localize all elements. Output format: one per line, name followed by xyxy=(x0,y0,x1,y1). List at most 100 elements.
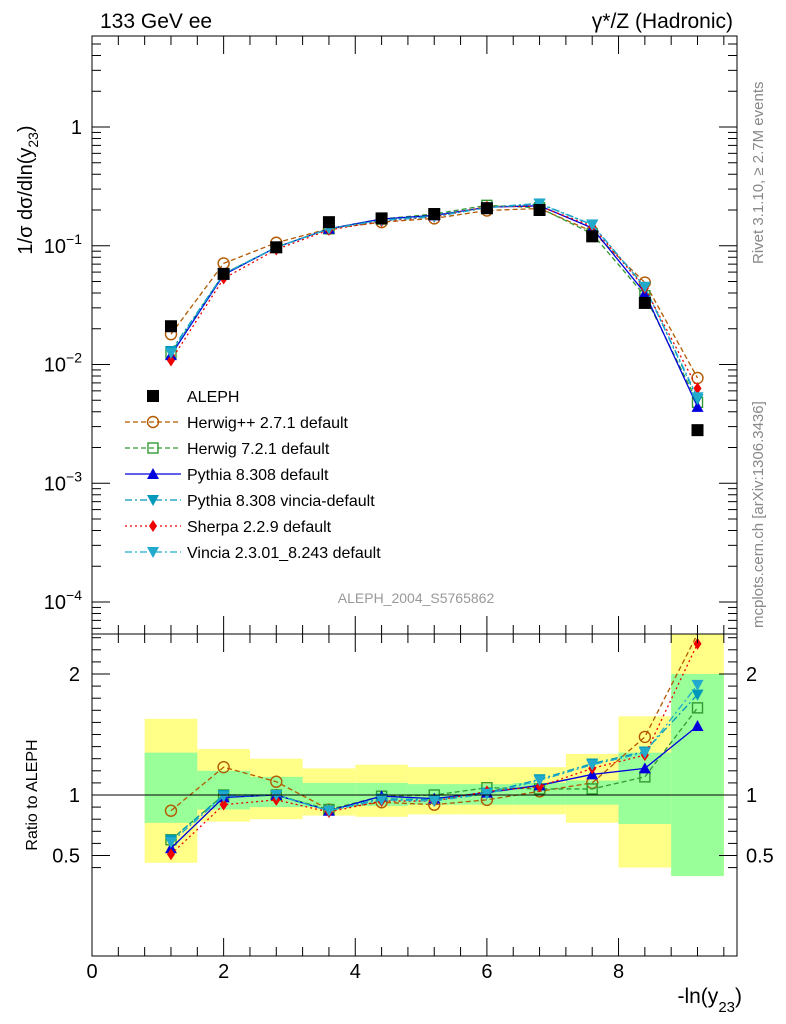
ratio-data-point xyxy=(270,775,283,788)
y-tick-label: 10−3 xyxy=(44,468,82,495)
main-data-point xyxy=(217,267,230,280)
main-data-point xyxy=(166,354,175,367)
main-data-point xyxy=(691,392,704,404)
y-tick-label: 10−4 xyxy=(44,587,82,614)
ratio-band-inner-bin xyxy=(144,752,198,823)
ratio-data-point xyxy=(375,794,388,806)
main-series-0 xyxy=(164,202,704,437)
legend-entry: Pythia 8.308 vincia-default xyxy=(125,493,375,510)
legend-marker xyxy=(146,415,160,429)
main-series-line xyxy=(170,207,699,379)
ratio-y-tick-label-right: 1 xyxy=(746,785,757,807)
ratio-band-inner-bin xyxy=(671,674,724,877)
legend-marker xyxy=(147,468,159,479)
main-series xyxy=(164,198,704,437)
ratio-y-tick-label-right: 0.5 xyxy=(746,846,774,868)
main-axis-ticks: 10−4 10−3 10−2 10−1 1 xyxy=(44,36,737,634)
ratio-data-point xyxy=(428,796,441,808)
legend-entry: Herwig 7.2.1 default xyxy=(125,441,330,458)
main-series-line xyxy=(170,204,699,403)
ratio-data-point xyxy=(164,804,178,817)
ratio-data-point xyxy=(691,679,704,691)
main-series-1 xyxy=(164,202,704,385)
legend-entry: Sherpa 2.2.9 default xyxy=(125,519,332,536)
legend-entry: Herwig++ 2.7.1 default xyxy=(125,415,349,432)
x-tick-label: 6 xyxy=(481,961,492,983)
y-tick-label: 1 xyxy=(71,117,82,139)
ratio-axis-ticks: 0.5 0.5 1 1 2 2 0 2 4 6 8 xyxy=(52,634,774,983)
legend-label: Pythia 8.308 vincia-default xyxy=(187,493,375,510)
mcplots-label: mcplots.cern.ch [arXiv:1306.3436] xyxy=(750,401,767,628)
x-tick-label: 4 xyxy=(350,961,361,983)
main-data-point xyxy=(691,400,704,412)
legend-marker xyxy=(147,495,159,506)
x-axis-label: -ln(y23) xyxy=(677,985,742,1016)
main-data-point xyxy=(586,230,599,243)
ratio-data-point xyxy=(217,760,230,774)
legend-label: Vincia 2.3.01_8.243 default xyxy=(187,545,381,562)
ratio-data-point xyxy=(691,702,704,714)
legend-marker xyxy=(149,520,157,532)
main-data-point xyxy=(693,382,702,395)
rivet-label: Rivet 3.1.10, ≥ 2.7M events xyxy=(750,82,767,265)
legend-label: Sherpa 2.2.9 default xyxy=(187,519,332,536)
ratio-y-tick-label-right: 2 xyxy=(746,664,757,686)
main-series-6 xyxy=(164,198,704,404)
main-data-point xyxy=(480,202,493,215)
analysis-label: ALEPH_2004_S5765862 xyxy=(338,590,495,606)
ratio-data-point xyxy=(638,730,652,744)
main-series-line xyxy=(170,205,699,389)
y-tick-label: 10−1 xyxy=(44,231,82,258)
ratio-y-tick-label: 1 xyxy=(69,785,80,807)
legend-label: Herwig++ 2.7.1 default xyxy=(187,415,349,432)
legend-entry: ALEPH xyxy=(147,389,239,406)
legend: ALEPH Herwig++ 2.7.1 default Herwig 7.2.1 … xyxy=(125,389,381,562)
ratio-data-point xyxy=(535,780,544,793)
main-data-point xyxy=(533,204,546,217)
ratio-data-point xyxy=(638,762,651,774)
y-tick-label: 10−2 xyxy=(44,350,82,377)
x-tick-label: 8 xyxy=(613,961,624,983)
ratio-data-point xyxy=(164,837,177,849)
main-data-point xyxy=(322,216,335,229)
main-data-point xyxy=(638,296,651,309)
ratio-data-point xyxy=(691,689,704,701)
ratio-bands xyxy=(144,634,724,877)
ratio-data-point xyxy=(217,791,230,803)
main-data-point xyxy=(270,241,283,254)
legend-entry: Vincia 2.3.01_8.243 default xyxy=(125,545,381,562)
y-axis-label-ratio: Ratio to ALEPH xyxy=(24,739,41,850)
main-series-5 xyxy=(166,200,702,395)
x-tick-label: 2 xyxy=(218,961,229,983)
legend-marker xyxy=(147,390,159,402)
legend-marker xyxy=(147,442,159,454)
ratio-data-point xyxy=(586,759,599,771)
main-data-point xyxy=(164,347,177,359)
legend-label: ALEPH xyxy=(187,389,239,406)
ratio-y-tick-label: 2 xyxy=(69,664,80,686)
ratio-data-point xyxy=(638,747,651,759)
main-data-point xyxy=(638,281,651,293)
ratio-data-point xyxy=(480,788,493,800)
ratio-data-point xyxy=(166,848,175,861)
ratio-data-point xyxy=(322,805,335,817)
ratio-y-tick-label: 0.5 xyxy=(52,846,80,868)
legend-entry: Pythia 8.308 default xyxy=(125,467,329,484)
main-data-point xyxy=(586,219,599,231)
ratio-data-point xyxy=(691,720,704,732)
header-left: 133 GeV ee xyxy=(100,10,212,33)
y-axis-label-main: 1/σ dσ/dln(y23) xyxy=(15,125,41,254)
header-right: γ*/Z (Hadronic) xyxy=(592,10,733,33)
ratio-data-point xyxy=(533,775,546,787)
main-data-point xyxy=(375,212,388,225)
main-series-line xyxy=(170,203,699,398)
legend-label: Pythia 8.308 default xyxy=(187,467,329,484)
ratio-data-point xyxy=(219,798,228,811)
main-series-line xyxy=(170,205,699,408)
legend-label: Herwig 7.2.1 default xyxy=(187,441,330,458)
main-data-point xyxy=(428,208,441,221)
ratio-data-point xyxy=(693,637,702,650)
main-data-point xyxy=(164,320,177,333)
x-tick-label: 0 xyxy=(86,961,97,983)
